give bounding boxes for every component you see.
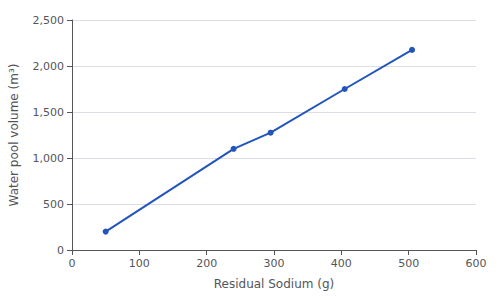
svg-text:300: 300 (264, 257, 285, 270)
svg-text:500: 500 (43, 198, 64, 211)
svg-text:2,500: 2,500 (33, 14, 65, 27)
svg-text:0: 0 (69, 257, 76, 270)
svg-text:100: 100 (129, 257, 150, 270)
svg-text:500: 500 (398, 257, 419, 270)
svg-text:1,000: 1,000 (33, 152, 65, 165)
svg-text:Residual Sodium (g): Residual Sodium (g) (214, 277, 335, 291)
svg-text:1,500: 1,500 (33, 106, 65, 119)
svg-text:200: 200 (196, 257, 217, 270)
svg-text:0: 0 (57, 244, 64, 257)
svg-text:600: 600 (466, 257, 487, 270)
svg-text:2,000: 2,000 (33, 60, 65, 73)
svg-text:Water pool volume (m³): Water pool volume (m³) (7, 64, 21, 207)
svg-text:400: 400 (331, 257, 352, 270)
